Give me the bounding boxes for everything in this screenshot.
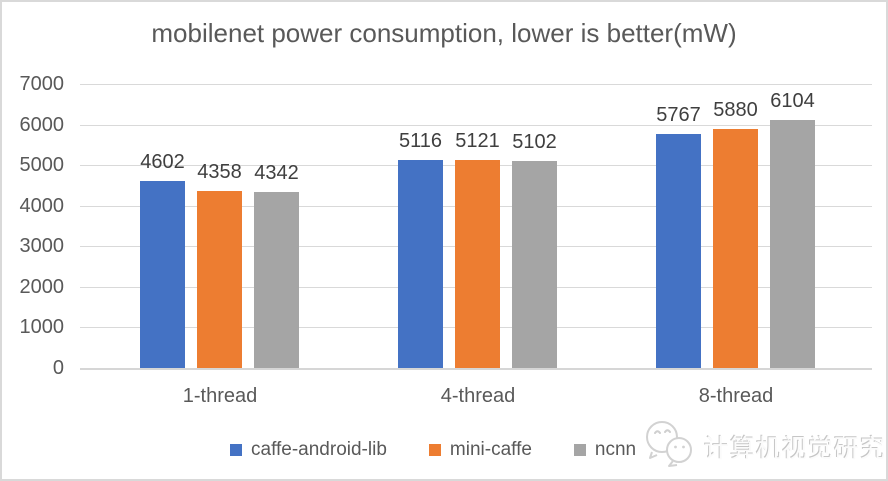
legend-swatch-icon bbox=[573, 444, 586, 456]
bar-value-label: 5121 bbox=[455, 130, 500, 153]
y-axis-tick-label: 1000 bbox=[19, 316, 65, 339]
bar-value-label: 6104 bbox=[770, 90, 815, 113]
bar-caffe-android-lib-1-thread bbox=[140, 181, 185, 368]
x-axis-category-label: 4-thread bbox=[440, 385, 516, 407]
y-axis-tick-label: 3000 bbox=[19, 235, 65, 258]
gridline bbox=[80, 84, 872, 85]
gridline bbox=[80, 124, 872, 126]
legend-label: mini-caffe bbox=[449, 439, 532, 460]
y-axis-tick-label: 4000 bbox=[19, 194, 65, 217]
legend-item-caffe-android-lib: caffe-android-lib bbox=[230, 439, 387, 461]
x-axis-category-label: 1-thread bbox=[182, 385, 258, 407]
bar-ncnn-8-thread bbox=[770, 120, 815, 368]
legend-label: caffe-android-lib bbox=[251, 439, 387, 460]
bar-value-label: 4358 bbox=[197, 161, 242, 184]
plot-area: 4602 4358 4342 5116 5121 5102 5767 5880 6104 bbox=[80, 84, 872, 370]
bar-value-label: 5102 bbox=[512, 131, 557, 153]
legend-label: ncnn bbox=[594, 439, 637, 460]
bar-caffe-android-lib-4-thread bbox=[398, 160, 443, 368]
bar-value-label: 4342 bbox=[254, 161, 299, 184]
bar-value-label: 4602 bbox=[140, 151, 185, 174]
bar-mini-caffe-4-thread bbox=[455, 160, 500, 368]
bar-mini-caffe-8-thread bbox=[713, 129, 758, 368]
bar-value-label: 5116 bbox=[398, 130, 442, 153]
watermark: 计算机视觉研究院 bbox=[640, 420, 886, 472]
bar-value-label: 5767 bbox=[656, 104, 701, 127]
legend-item-ncnn: ncnn bbox=[573, 439, 637, 461]
chart-title: mobilenet power consumption, lower is be… bbox=[151, 18, 737, 48]
bar-caffe-android-lib-8-thread bbox=[656, 134, 701, 368]
watermark-text: 计算机视觉研究院 bbox=[704, 435, 887, 463]
bar-mini-caffe-1-thread bbox=[197, 191, 242, 368]
bar-ncnn-4-thread bbox=[512, 161, 557, 368]
legend-swatch-icon bbox=[428, 444, 441, 456]
legend-item-mini-caffe: mini-caffe bbox=[428, 439, 532, 461]
legend-swatch-icon bbox=[230, 444, 242, 456]
y-axis-tick-label: 7000 bbox=[19, 73, 65, 95]
y-axis-tick-label: 2000 bbox=[19, 275, 65, 298]
y-axis-tick-label: 5000 bbox=[19, 154, 65, 177]
y-axis-tick-label: 6000 bbox=[19, 113, 65, 136]
bar-value-label: 5880 bbox=[713, 99, 758, 122]
bar-ncnn-1-thread bbox=[254, 191, 299, 368]
y-axis-tick-label: 0 bbox=[52, 357, 64, 379]
x-axis-category-label: 8-thread bbox=[698, 385, 774, 407]
chat-bubbles-logo-icon bbox=[646, 421, 692, 467]
legend: caffe-android-lib mini-caffe ncnn bbox=[230, 439, 636, 461]
